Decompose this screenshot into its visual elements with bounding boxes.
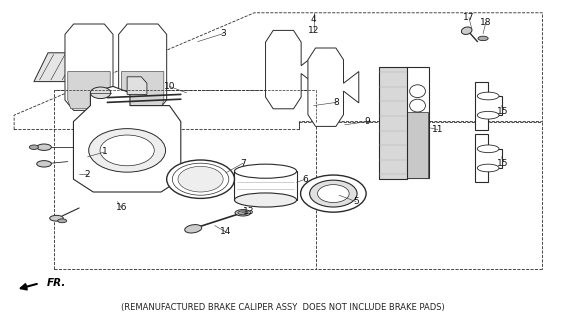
Ellipse shape (234, 193, 297, 207)
Text: 11: 11 (432, 125, 444, 134)
Ellipse shape (318, 185, 349, 203)
Text: 10: 10 (164, 82, 175, 91)
Polygon shape (379, 67, 407, 179)
Ellipse shape (37, 144, 51, 150)
Ellipse shape (185, 225, 202, 233)
Text: 4: 4 (311, 15, 316, 24)
Polygon shape (406, 67, 429, 178)
Ellipse shape (100, 135, 154, 166)
Ellipse shape (310, 180, 357, 207)
Text: 16: 16 (116, 204, 127, 212)
Text: 15: 15 (497, 159, 508, 168)
Ellipse shape (90, 87, 111, 99)
Text: FR.: FR. (46, 278, 66, 288)
Polygon shape (475, 134, 502, 182)
Polygon shape (119, 24, 167, 110)
FancyArrowPatch shape (21, 284, 37, 290)
Polygon shape (65, 24, 113, 110)
Ellipse shape (478, 36, 488, 41)
Text: 12: 12 (308, 26, 319, 35)
Ellipse shape (477, 164, 499, 172)
Ellipse shape (238, 211, 248, 215)
Text: 6: 6 (302, 175, 308, 184)
Ellipse shape (178, 166, 223, 192)
Ellipse shape (172, 163, 229, 195)
Ellipse shape (235, 210, 251, 216)
Text: 15: 15 (497, 108, 508, 116)
Polygon shape (34, 53, 99, 82)
Text: 14: 14 (220, 228, 232, 236)
Ellipse shape (50, 215, 63, 221)
Ellipse shape (477, 92, 499, 100)
Ellipse shape (58, 219, 67, 223)
Text: 7: 7 (240, 159, 246, 168)
Polygon shape (68, 71, 110, 109)
Ellipse shape (462, 27, 472, 35)
Polygon shape (127, 77, 147, 94)
Text: 18: 18 (480, 18, 492, 27)
Text: 13: 13 (243, 207, 254, 216)
Text: 5: 5 (353, 197, 359, 206)
Text: (REMANUFACTURED BRAKE CALIPER ASSY  DOES NOT INCLUDE BRAKE PADS): (REMANUFACTURED BRAKE CALIPER ASSY DOES … (120, 303, 445, 312)
Polygon shape (308, 48, 359, 126)
Ellipse shape (89, 129, 166, 172)
Text: 8: 8 (333, 98, 339, 107)
Ellipse shape (37, 161, 51, 167)
Ellipse shape (301, 175, 366, 212)
Text: 1: 1 (102, 148, 107, 156)
Ellipse shape (29, 145, 38, 149)
Text: 9: 9 (364, 117, 370, 126)
Polygon shape (407, 112, 428, 178)
Ellipse shape (167, 160, 234, 198)
Polygon shape (73, 86, 181, 192)
Polygon shape (121, 71, 164, 109)
Text: 2: 2 (85, 170, 90, 179)
Text: 17: 17 (463, 13, 475, 22)
Ellipse shape (477, 145, 499, 153)
Polygon shape (266, 30, 316, 109)
Polygon shape (475, 82, 502, 130)
Text: 3: 3 (220, 29, 226, 38)
Ellipse shape (477, 111, 499, 119)
Ellipse shape (234, 164, 297, 178)
